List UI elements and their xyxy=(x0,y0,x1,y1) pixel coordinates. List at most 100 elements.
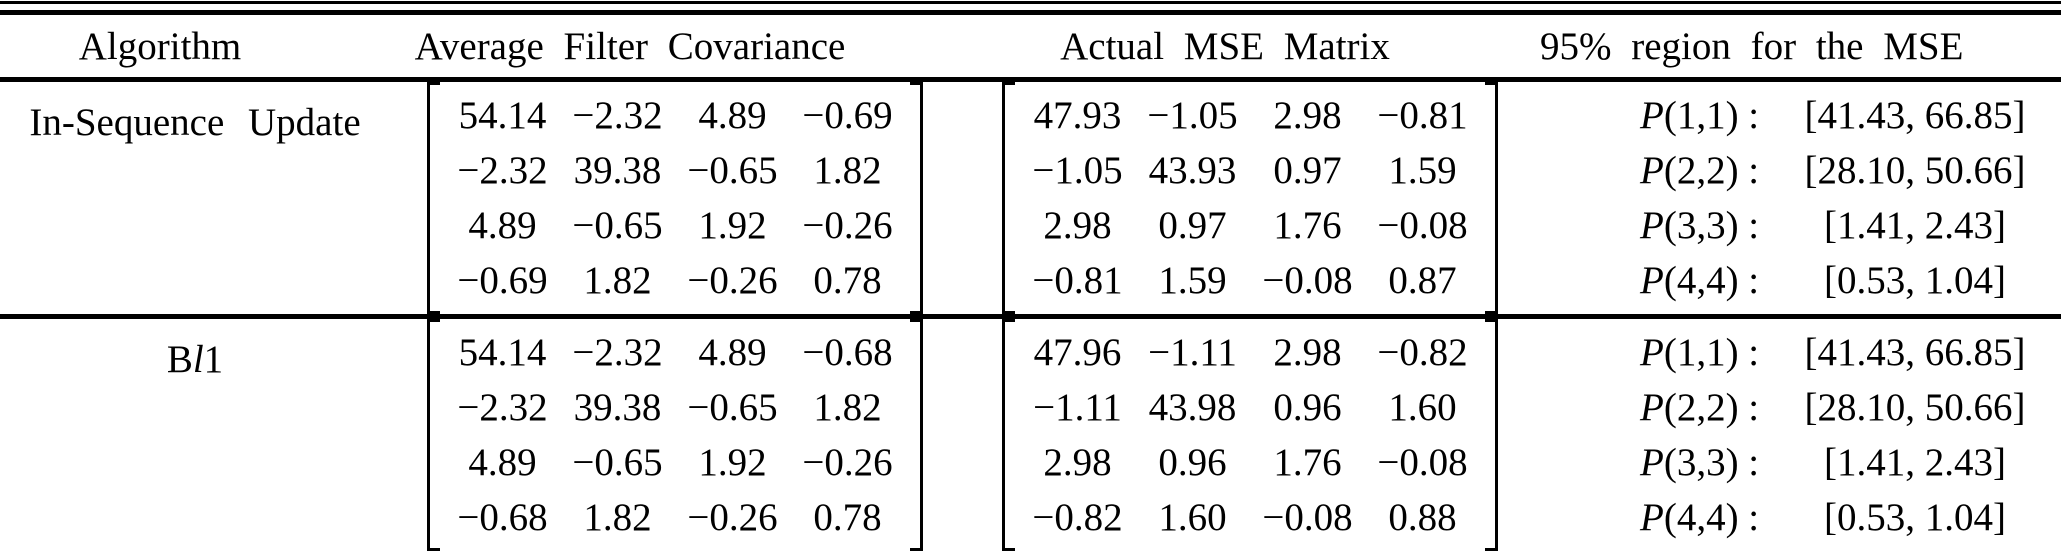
region-label: P(3,3) : xyxy=(1640,203,1759,248)
matrix-cell: 54.14 xyxy=(458,331,547,374)
matrix-cell: −0.81 xyxy=(1377,94,1468,137)
matrix-cell: 0.87 xyxy=(1388,259,1457,302)
matrix-cell: 4.89 xyxy=(698,94,767,137)
matrix-cell: 54.14 xyxy=(458,94,547,137)
matrix-cell: 1.82 xyxy=(583,496,652,539)
matrix-cell: −0.69 xyxy=(457,259,548,302)
matrix-cell: −2.32 xyxy=(572,331,663,374)
matrix-cell: 0.88 xyxy=(1388,496,1457,539)
region-label: P(2,2) : xyxy=(1640,148,1759,193)
top-rule-outer xyxy=(0,1,2061,4)
matrix-cell: −0.65 xyxy=(572,204,663,247)
p-index: (4,4) : xyxy=(1663,496,1760,539)
matrix-cell: −0.08 xyxy=(1262,496,1353,539)
matrix-cell: 1.60 xyxy=(1388,386,1457,429)
algorithm-cell: Bl1 xyxy=(0,319,390,551)
matrix-cell: 1.59 xyxy=(1158,259,1227,302)
region-interval: [28.10, 50.66] xyxy=(1804,149,2026,192)
matrix-cell: 1.92 xyxy=(698,204,767,247)
region-list: P(1,1) : [41.43, 66.85] P(2,2) : [28.10,… xyxy=(1640,325,2035,545)
matrix-cell: −1.11 xyxy=(1033,386,1122,429)
region-list: P(1,1) : [41.43, 66.85] P(2,2) : [28.10,… xyxy=(1640,88,2035,308)
matrix-cell: −0.65 xyxy=(687,386,778,429)
matrix-cell: 43.98 xyxy=(1148,386,1237,429)
row-separator-rule xyxy=(0,314,2061,319)
matrix-cell: −1.05 xyxy=(1032,149,1123,192)
matrix-cell: 1.76 xyxy=(1273,204,1342,247)
mse-matrix: 47.93 −1.05 2.98 −0.81 −1.05 43.93 0.97 1.59 2.9… xyxy=(1002,82,1498,314)
matrix-cell: 43.93 xyxy=(1148,149,1237,192)
p-index: (4,4) : xyxy=(1663,259,1760,302)
p-index: (2,2) : xyxy=(1663,386,1760,429)
matrix-cell: −0.81 xyxy=(1032,259,1123,302)
p-index: (1,1) : xyxy=(1663,94,1760,137)
region-interval: [1.41, 2.43] xyxy=(1824,204,2006,247)
matrix-cell: 0.96 xyxy=(1273,386,1342,429)
matrix-cell: 0.97 xyxy=(1158,204,1227,247)
matrix-cell: 2.98 xyxy=(1273,94,1342,137)
region-entry: P(4,4) : [0.53, 1.04] xyxy=(1640,490,2035,545)
covariance-cell: 54.14 −2.32 4.89 −0.68 −2.32 39.38 −0.65 1.82 4.… xyxy=(390,319,960,551)
matrix-cell: −0.08 xyxy=(1262,259,1353,302)
matrix-cell: −0.65 xyxy=(572,441,663,484)
p-symbol: P xyxy=(1640,204,1664,247)
matrix-cell: −0.08 xyxy=(1377,204,1468,247)
header-average-filter-covariance: Average Filter Covariance xyxy=(414,24,846,68)
matrix-cell: 1.76 xyxy=(1273,441,1342,484)
covariance-cell: 54.14 −2.32 4.89 −0.69 −2.32 39.38 −0.65 1.82 4.… xyxy=(390,82,960,314)
header-row: Algorithm Average Filter Covariance Actu… xyxy=(0,15,2061,77)
region-interval: [1.41, 2.43] xyxy=(1824,441,2006,484)
region-entry: P(3,3) : [1.41, 2.43] xyxy=(1640,198,2035,253)
header-algorithm: Algorithm xyxy=(78,24,242,68)
p-index: (2,2) : xyxy=(1663,149,1760,192)
p-index: (3,3) : xyxy=(1663,441,1760,484)
region-interval: [0.53, 1.04] xyxy=(1824,259,2006,302)
p-symbol: P xyxy=(1640,259,1664,302)
p-symbol: P xyxy=(1640,441,1664,484)
matrix-cell: 1.82 xyxy=(813,386,882,429)
matrix-cell: −1.11 xyxy=(1148,331,1237,374)
matrix-cell: −0.82 xyxy=(1377,331,1468,374)
matrix-cell: 1.92 xyxy=(698,441,767,484)
region-interval: [41.43, 66.85] xyxy=(1804,331,2026,374)
p-symbol: P xyxy=(1640,331,1664,374)
matrix-cell: 2.98 xyxy=(1273,331,1342,374)
region-entry: P(4,4) : [0.53, 1.04] xyxy=(1640,253,2035,308)
region-interval: [41.43, 66.85] xyxy=(1804,94,2026,137)
matrix-cell: −0.68 xyxy=(457,496,548,539)
matrix-cell: −0.26 xyxy=(802,204,893,247)
region-entry: P(1,1) : [41.43, 66.85] xyxy=(1640,325,2035,380)
matrix-cell: −0.65 xyxy=(687,149,778,192)
matrix-cell: 2.98 xyxy=(1043,204,1112,247)
header-bottom-rule xyxy=(0,77,2061,82)
table-row-in-sequence-update: In-Sequence Update 54.14 −2.32 4.89 −0.69 −2… xyxy=(0,82,2061,314)
table-row-bl1: Bl1 54.14 −2.32 4.89 −0.68 −2.32 39.38 −0.65 1.… xyxy=(0,319,2061,551)
p-symbol: P xyxy=(1640,386,1664,429)
region-cell: P(1,1) : [41.43, 66.85] P(2,2) : [28.10,… xyxy=(1540,82,2061,314)
algorithm-name-part: 1 xyxy=(203,338,224,381)
matrix-cell: 39.38 xyxy=(573,149,662,192)
region-cell: P(1,1) : [41.43, 66.85] P(2,2) : [28.10,… xyxy=(1540,319,2061,551)
algorithm-name-part: B xyxy=(166,338,193,381)
region-label: P(2,2) : xyxy=(1640,385,1759,430)
matrix-cell: 2.98 xyxy=(1043,441,1112,484)
algorithm-name-part: In-Sequence Update xyxy=(29,101,361,144)
algorithm-cell: In-Sequence Update xyxy=(0,82,390,314)
matrix-cell: −0.69 xyxy=(802,94,893,137)
region-label: P(1,1) : xyxy=(1640,93,1759,138)
region-label: P(3,3) : xyxy=(1640,440,1759,485)
region-interval: [0.53, 1.04] xyxy=(1824,496,2006,539)
matrix-cell: −2.32 xyxy=(457,386,548,429)
matrix-cell: −0.26 xyxy=(687,496,778,539)
matrix-cell: 1.82 xyxy=(813,149,882,192)
header-95-region: 95% region for the MSE xyxy=(1540,24,1964,68)
matrix-cell: 1.82 xyxy=(583,259,652,302)
top-rule-inner xyxy=(0,10,2061,15)
region-entry: P(3,3) : [1.41, 2.43] xyxy=(1640,435,2035,490)
region-label: P(4,4) : xyxy=(1640,495,1759,540)
mse-cell: 47.93 −1.05 2.98 −0.81 −1.05 43.93 0.97 1.59 2.9… xyxy=(960,82,1540,314)
region-label: P(4,4) : xyxy=(1640,258,1759,303)
matrix-cell: −0.26 xyxy=(802,441,893,484)
matrix-cell: 4.89 xyxy=(468,441,537,484)
